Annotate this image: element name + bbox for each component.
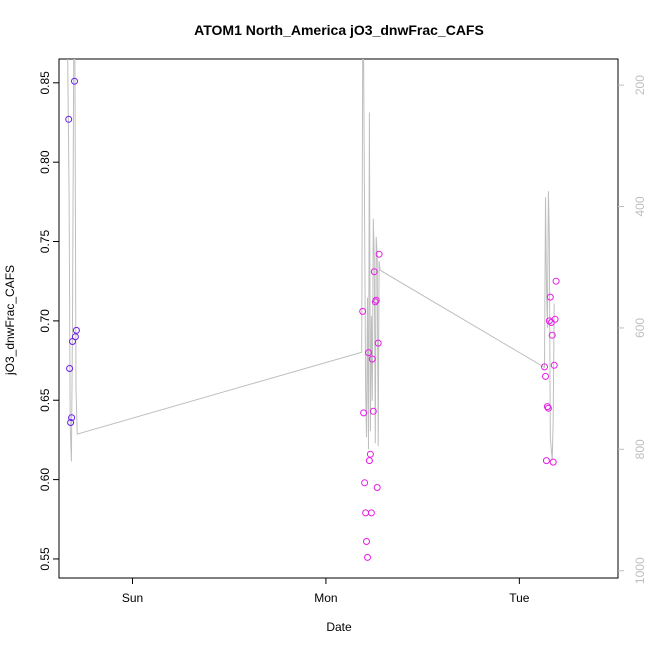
- data-point: [550, 361, 558, 369]
- chart-title: ATOM1 North_America jO3_dnwFrac_CAFS: [194, 22, 484, 38]
- data-point: [546, 293, 554, 301]
- y2-tick-label: 800: [633, 439, 647, 459]
- y2-axis: 200 400 600 800 1000: [618, 75, 647, 584]
- data-point: [552, 277, 560, 285]
- data-point: [360, 409, 368, 417]
- data-point: [541, 363, 548, 371]
- data-point: [65, 115, 73, 123]
- data-point: [71, 333, 79, 341]
- data-point: [72, 326, 80, 334]
- data-point: [367, 509, 375, 517]
- data-point: [544, 404, 552, 412]
- y-tick-label: 0.85: [38, 71, 52, 95]
- y2-tick-label: 600: [633, 318, 647, 338]
- y-tick-label: 0.55: [38, 547, 52, 571]
- y2-tick-label: 400: [633, 196, 647, 216]
- data-point: [361, 479, 369, 487]
- y2-tick-label: 200: [633, 75, 647, 95]
- y-tick-label: 0.65: [38, 388, 52, 412]
- plot-area: [58, 58, 619, 579]
- x-axis-label: Date: [326, 620, 352, 634]
- data-point: [66, 365, 74, 372]
- plot-border: [58, 58, 619, 579]
- line-layer: [67, 59, 555, 462]
- data-point: [374, 339, 382, 347]
- y-tick-label: 0.60: [38, 468, 52, 492]
- data-point: [359, 307, 367, 315]
- data-point: [366, 450, 374, 458]
- data-point: [363, 538, 370, 545]
- data-point: [373, 484, 381, 491]
- data-point: [368, 355, 376, 363]
- data-point: [364, 553, 371, 561]
- data-point: [551, 315, 559, 323]
- data-point: [542, 372, 549, 380]
- y-tick-label: 0.75: [38, 230, 52, 254]
- x-tick-label: Sun: [122, 591, 143, 605]
- data-point: [543, 403, 551, 411]
- data-point: [369, 407, 377, 415]
- data-point: [548, 331, 556, 339]
- data-point: [542, 457, 550, 465]
- data-point: [370, 268, 378, 276]
- y-axis-label: jO3_dnwFrac_CAFS: [3, 265, 17, 376]
- x-tick-label: Mon: [314, 591, 337, 605]
- data-point: [375, 250, 383, 258]
- x-tick-label: Tue: [509, 591, 530, 605]
- point-layer: [65, 77, 560, 561]
- y-tick-label: 0.80: [38, 150, 52, 174]
- data-point: [68, 414, 76, 422]
- data-point: [372, 296, 380, 304]
- data-point: [67, 419, 75, 426]
- y-axis: 0.55 0.60 0.65 0.70 0.75 0.80 0.85: [38, 71, 59, 571]
- series-line: [67, 59, 555, 462]
- y2-tick-label: 1000: [633, 557, 647, 584]
- data-point: [549, 458, 557, 466]
- data-point: [362, 509, 370, 517]
- y-tick-label: 0.70: [38, 309, 52, 333]
- data-point: [71, 77, 78, 85]
- data-point: [365, 457, 373, 465]
- x-axis: Sun Mon Tue: [122, 577, 530, 605]
- data-point: [365, 349, 372, 357]
